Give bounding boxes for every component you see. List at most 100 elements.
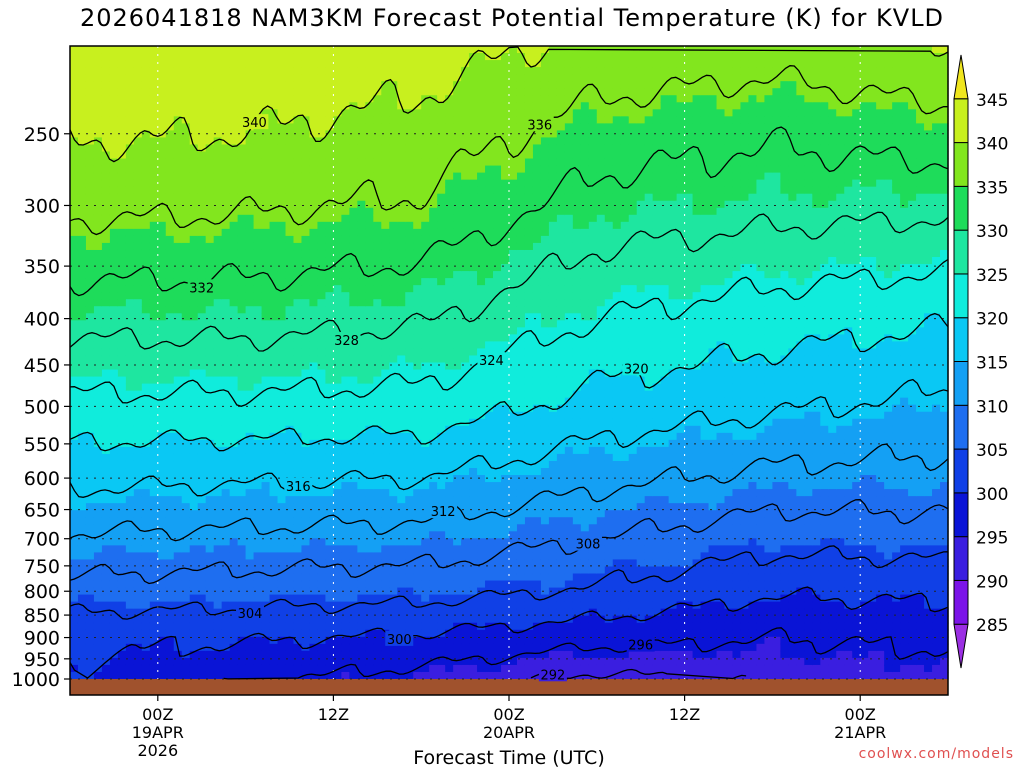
fill-cell [165,165,175,174]
fill-cell [205,475,215,483]
fill-cell [341,109,350,117]
fill-cell [221,383,231,392]
fill-cell [237,81,247,89]
fill-cell [349,53,358,61]
fill-cell [357,496,366,504]
fill-cell [149,74,159,82]
fill-cell [269,496,279,504]
fill-cell [397,151,406,160]
fill-cell [197,453,207,462]
fill-cell [245,165,255,174]
fill-cell [365,53,374,61]
fill-cell [165,348,175,357]
fill-cell [357,453,366,462]
fill-cell [141,460,151,469]
fill-cell [253,271,263,279]
fill-cell [437,475,446,483]
fill-cell [325,355,334,364]
fill-cell [173,109,183,117]
fill-cell [93,460,103,469]
fill-cell [261,643,271,652]
fill-cell [349,355,358,364]
fill-cell [357,671,366,680]
fill-cell [149,200,159,209]
fill-cell [213,46,223,54]
fill-cell [253,622,263,631]
fill-cell [477,650,486,659]
fill-cell [245,327,255,335]
fill-cell [237,489,247,497]
fill-cell [269,397,279,406]
fill-cell [85,411,95,420]
fill-cell [309,404,319,413]
fill-cell [349,468,358,476]
fill-cell [165,439,175,448]
fill-cell [253,636,263,645]
fill-cell [197,664,207,673]
fill-cell [197,221,207,230]
fill-cell [501,559,510,568]
fill-cell [117,404,127,413]
fill-cell [213,334,223,342]
fill-cell [229,545,239,553]
fill-cell [197,594,207,603]
fill-cell [221,622,231,631]
fill-cell [221,320,231,328]
fill-cell [301,496,311,504]
fill-cell [101,348,111,357]
fill-cell [70,81,79,89]
fill-cell [229,390,239,399]
fill-cell [269,355,279,364]
fill-cell [70,496,79,504]
fill-cell [333,88,342,96]
fill-cell [501,313,510,321]
fill-cell [397,228,406,237]
fill-cell [205,664,215,673]
fill-cell [493,46,502,54]
fill-cell [213,524,223,532]
fill-cell [493,172,502,181]
fill-cell [245,214,255,223]
fill-cell [173,95,183,103]
fill-cell [205,629,215,638]
fill-cell [245,299,255,307]
fill-cell [333,320,342,328]
fill-cell [405,299,414,307]
fill-cell [485,88,494,96]
fill-cell [453,60,462,68]
fill-cell [389,531,398,539]
fill-cell [445,228,454,237]
fill-cell [461,144,470,153]
fill-cell [269,650,279,659]
fill-cell [413,496,422,504]
fill-cell [157,228,167,237]
fill-cell [85,580,95,589]
fill-cell [189,538,199,546]
fill-cell [325,439,334,448]
fill-cell [125,362,135,371]
fill-cell [197,432,207,441]
fill-cell [269,299,279,307]
fill-cell [149,172,159,181]
fill-cell [469,369,478,378]
fill-cell [397,334,406,342]
fill-cell [117,411,127,420]
fill-cell [165,67,175,75]
fill-cell [405,242,414,251]
fill-cell [381,313,390,321]
fill-cell [389,207,398,216]
fill-cell [253,446,263,455]
fill-cell [445,608,454,617]
fill-cell [477,186,486,195]
fill-cell [453,327,462,335]
fill-cell [197,74,207,82]
fill-cell [85,292,95,300]
fill-cell [493,109,502,117]
fill-cell [293,271,303,279]
fill-cell [181,81,191,89]
fill-cell [277,186,287,195]
fill-cell [109,221,119,230]
fill-cell [245,538,255,546]
fill-cell [317,327,327,335]
fill-cell [189,580,199,589]
